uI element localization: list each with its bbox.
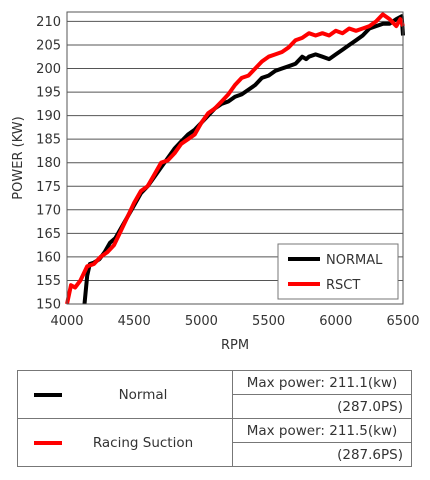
x-tick-label: 5500 [252,314,285,329]
y-tick-label: 175 [36,180,61,195]
y-tick-label: 190 [36,109,61,124]
series-name-normal: Normal [118,386,168,403]
y-tick-label: 185 [36,133,61,148]
legend-label-normal: NORMAL [326,253,383,268]
series-key-racing-suction: Racing Suction [17,418,233,467]
plot-frame [66,11,404,305]
table-row: Racing Suction Max power: 211.5(kw) [17,418,412,467]
y-tick-label: 150 [36,298,61,313]
y-tick-label: 205 [36,38,61,53]
y-tick-labels: 150 155 160 165 170 175 180 185 190 195 200 205 210 [36,15,61,313]
x-tick-label: 4000 [50,314,83,329]
ps-normal: (287.0PS) [232,394,412,419]
racing-suction-color-swatch [34,440,62,445]
x-axis-label: RPM [221,338,249,353]
table-row: Normal Max power: 211.1(kw) [17,370,412,419]
y-tick-label: 160 [36,250,61,265]
legend-box [277,243,399,300]
legend: NORMAL RSCT [277,243,399,300]
ps-racing-suction: (287.6PS) [232,442,412,467]
series-lines [65,12,405,305]
series-line-rsct [65,12,405,305]
y-tick-label: 195 [36,86,61,101]
table-row: (287.0PS) [18,394,412,419]
power-chart: 150155160165170175180185190195200205210 … [11,11,420,353]
y-tick-label: 170 [36,203,61,218]
y-axis-label: POWER (KW) [11,116,26,199]
y-tick-label: 155 [36,274,61,289]
series-name-racing-suction: Racing Suction [92,434,194,451]
y-tick-label: 210 [36,15,61,30]
max-power-normal: Max power: 211.1(kw) [232,370,412,395]
max-power-racing-suction: Max power: 211.5(kw) [232,418,412,443]
legend-label-rsct: RSCT [326,278,360,293]
x-tick-label: 6000 [319,314,352,329]
x-tick-label: 4500 [118,314,151,329]
y-tick-label: 180 [36,156,61,171]
gridlines [67,20,403,305]
normal-color-swatch [34,392,62,397]
x-tick-labels: 4000 4500 5000 5500 6000 6500 [50,314,419,329]
y-tick-label: 165 [36,227,61,242]
table-row: (287.6PS) [18,442,412,467]
power-summary-table: Normal Max power: 211.1(kw) (287.0PS) Ra… [17,370,412,467]
x-tick-label: 5000 [185,314,218,329]
y-tick-label: 200 [36,62,61,77]
series-key-normal: Normal [17,370,233,419]
x-tick-label: 6500 [386,314,419,329]
